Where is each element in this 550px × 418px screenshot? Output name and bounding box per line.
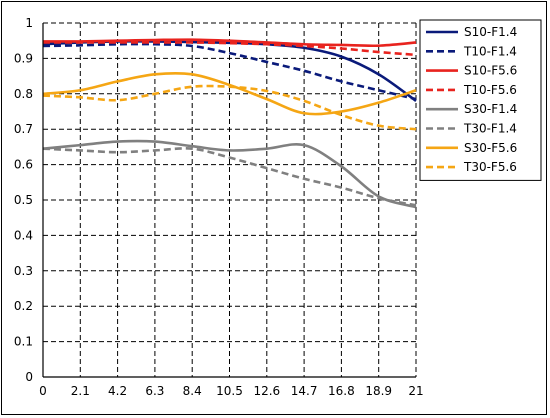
y-tick-label: 0.4	[14, 228, 33, 242]
legend-label: S10-F1.4	[464, 25, 517, 39]
x-tick-label: 4.2	[108, 384, 127, 398]
series-line-t30-f1-4	[42, 147, 417, 207]
y-tick-label: 0.2	[14, 299, 33, 313]
legend-label: T30-F5.6	[463, 160, 517, 174]
series-line-s30-f1-4	[42, 139, 417, 209]
y-tick-label: 0.6	[14, 158, 33, 172]
series-line-t30-f5-6	[42, 84, 417, 131]
legend-label: T10-F1.4	[463, 44, 517, 58]
y-tick-label: 1	[25, 16, 33, 30]
x-tick-label: 21	[408, 384, 423, 398]
x-tick-label: 12.6	[253, 384, 280, 398]
y-tick-label: 0	[25, 370, 33, 384]
y-tick-label: 0.7	[14, 122, 33, 136]
x-tick-label: 10.5	[216, 384, 243, 398]
x-tick-label: 18.9	[365, 384, 392, 398]
legend: S10-F1.4 T10-F1.4 S10-F5.6 T10-F5.6 S30-F1.4…	[419, 19, 542, 181]
x-tick-label: 6.3	[145, 384, 164, 398]
grid	[43, 22, 417, 377]
series-line-s30-f5-6	[42, 71, 417, 116]
legend-label: S30-F1.4	[464, 102, 517, 116]
axes: 0 0.1 0.2 0.3 0.4 0.5 0.6 0.7 0.8 0.9 1 0 2.1 4.2 6.3 8…	[14, 16, 424, 398]
series-line-t10-f5-6	[43, 41, 417, 57]
x-tick-label: 16.8	[328, 384, 355, 398]
legend-label: S30-F5.6	[464, 141, 517, 155]
y-tick-label: 0.9	[14, 51, 33, 65]
legend-box	[419, 19, 542, 181]
y-tick-label: 0.8	[14, 87, 33, 101]
series-lines	[42, 38, 417, 209]
series-line-t10-f1-4	[42, 42, 417, 101]
y-tick-label: 0.1	[14, 335, 33, 349]
x-tick-label: 0	[39, 384, 47, 398]
series-line-s10-f5-6	[42, 38, 417, 48]
y-tick-label: 0.3	[14, 264, 33, 278]
y-tick-label: 0.5	[14, 193, 33, 207]
x-tick-label: 14.7	[291, 384, 318, 398]
legend-label: T10-F5.6	[463, 83, 517, 97]
legend-label: T30-F1.4	[463, 122, 517, 136]
x-tick-label: 2.1	[71, 384, 90, 398]
legend-label: S10-F5.6	[464, 64, 517, 78]
x-tick-label: 8.4	[183, 384, 202, 398]
